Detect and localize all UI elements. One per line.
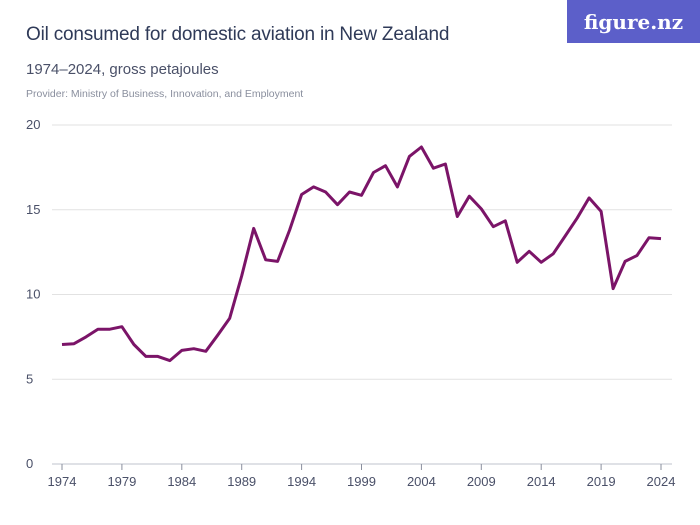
x-tick-label: 1999: [347, 474, 376, 489]
x-tick-label: 1994: [287, 474, 316, 489]
x-tick-label: 1979: [107, 474, 136, 489]
y-tick-label: 5: [26, 371, 33, 386]
y-tick-label: 15: [26, 202, 40, 217]
x-tick-label: 1984: [167, 474, 196, 489]
chart-subtitle: 1974–2024, gross petajoules: [26, 61, 219, 78]
y-tick-label: 10: [26, 287, 40, 302]
x-tick-label: 1974: [48, 474, 77, 489]
x-tick-label: 2019: [587, 474, 616, 489]
y-tick-label: 0: [26, 456, 33, 471]
y-tick-label: 20: [26, 117, 40, 132]
provider-note: Provider: Ministry of Business, Innovati…: [26, 88, 304, 100]
x-tick-label: 1989: [227, 474, 256, 489]
chart-title: Oil consumed for domestic aviation in Ne…: [26, 24, 450, 45]
x-tick-label: 2024: [647, 474, 676, 489]
x-tick-label: 2014: [527, 474, 556, 489]
x-tick-label: 2009: [467, 474, 496, 489]
x-tick-label: 2004: [407, 474, 436, 489]
figure-nz-logo[interactable]: figure.nz: [567, 0, 700, 43]
series-line: [61, 145, 662, 363]
